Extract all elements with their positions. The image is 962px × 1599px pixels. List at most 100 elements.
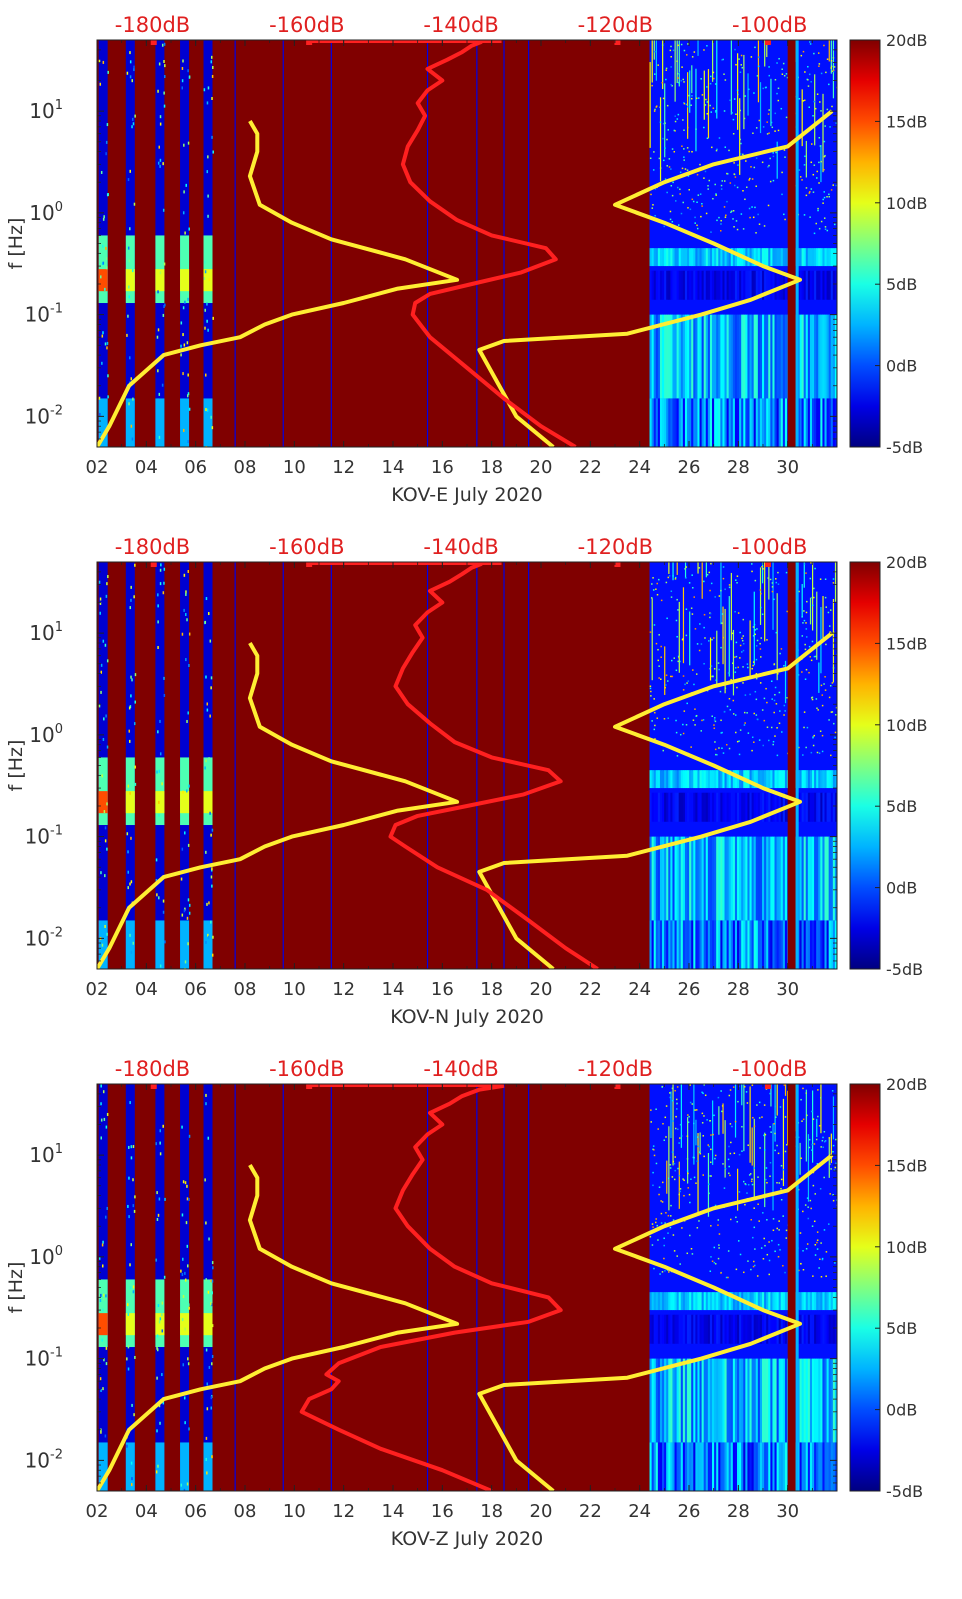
x-tick-label: 08: [234, 979, 257, 1000]
x-tick-label: 04: [135, 979, 158, 1000]
x-tick-label: 20: [530, 457, 553, 478]
spectrogram-chart: 02 04 06 08 10 12 14 16 18 20 22 24 26 28 30 KOV-E July…: [5, 13, 928, 506]
colorbar: [849, 39, 881, 448]
x-tick-label: 14: [382, 1501, 405, 1522]
spectrogram-image: [97, 562, 837, 969]
series-line-nhnm: [477, 631, 834, 969]
x-tick-label: 04: [135, 1501, 158, 1522]
colorbar-tick-label: 10dB: [886, 716, 928, 735]
x-tick-label: 16: [431, 979, 454, 1000]
x-tick-label: 28: [727, 457, 750, 478]
x-tick-label: 28: [727, 979, 750, 1000]
x-tick-label: 02: [86, 1501, 109, 1522]
y-axis-label: f [Hz]: [5, 1262, 27, 1314]
top-axis-db-label: -180dB: [115, 1057, 190, 1081]
top-axis-db-label: -160dB: [269, 535, 344, 559]
x-tick-label: 28: [727, 1501, 750, 1522]
x-tick-label: 26: [678, 457, 701, 478]
series-line-nhnm: [477, 1153, 834, 1491]
x-tick-label: 06: [184, 979, 207, 1000]
x-tick-label: 18: [480, 979, 503, 1000]
x-tick-label: 02: [86, 979, 109, 1000]
x-tick-label: 26: [678, 979, 701, 1000]
y-tick-label: 101: [29, 98, 63, 123]
y-tick-label: 100: [29, 200, 63, 225]
x-tick-label: 14: [382, 979, 405, 1000]
colorbar-tick-label: 10dB: [886, 194, 928, 213]
x-tick-label: 12: [332, 1501, 355, 1522]
y-tick-label: 100: [29, 722, 63, 747]
colorbar-tick-label: 15dB: [886, 1156, 928, 1175]
top-axis-db-label: -160dB: [269, 1057, 344, 1081]
top-axis-db-label: -120dB: [578, 13, 653, 37]
y-tick-label: 10-2: [25, 1447, 63, 1472]
panel-kov-n: 02 04 06 08 10 12 14 16 18 20 22 24 26 28 30 KOV-N July…: [0, 522, 962, 1052]
x-tick-label: 08: [234, 1501, 257, 1522]
spectrogram-chart: 02 04 06 08 10 12 14 16 18 20 22 24 26 28 30 KOV-Z July…: [5, 1057, 928, 1550]
x-tick-label: 24: [628, 457, 651, 478]
colorbar-tick-label: 20dB: [886, 553, 928, 572]
top-axis-db-label: -140dB: [423, 535, 498, 559]
x-axis-label: KOV-N July 2020: [390, 1006, 544, 1028]
x-tick-label: 22: [579, 979, 602, 1000]
y-tick-label: 10-1: [25, 302, 63, 327]
spectrogram-image: [97, 1084, 837, 1491]
colorbar-tick-label: 5dB: [886, 275, 917, 294]
colorbar-tick-label: 0dB: [886, 357, 917, 376]
colorbar-tick-label: 0dB: [886, 879, 917, 898]
colorbar: [849, 561, 881, 970]
x-tick-label: 30: [776, 979, 799, 1000]
x-axis-label: KOV-E July 2020: [391, 484, 542, 506]
top-axis-db-label: -180dB: [115, 13, 190, 37]
x-tick-label: 26: [678, 1501, 701, 1522]
x-tick-label: 24: [628, 979, 651, 1000]
x-tick-label: 30: [776, 457, 799, 478]
x-axis-label: KOV-Z July 2020: [391, 1528, 543, 1550]
x-tick-label: 20: [530, 979, 553, 1000]
series-line-nlnm: [97, 119, 460, 447]
x-tick-label: 12: [332, 979, 355, 1000]
x-tick-label: 06: [184, 1501, 207, 1522]
x-tick-label: 18: [480, 1501, 503, 1522]
colorbar-tick-label: -5dB: [886, 960, 923, 979]
y-tick-label: 10-2: [25, 403, 63, 428]
x-tick-label: 06: [184, 457, 207, 478]
spectrogram-image: [97, 40, 837, 447]
colorbar-tick-label: 5dB: [886, 797, 917, 816]
y-axis-label: f [Hz]: [5, 740, 27, 792]
colorbar-tick-label: 15dB: [886, 634, 928, 653]
x-tick-label: 12: [332, 457, 355, 478]
x-tick-label: 04: [135, 457, 158, 478]
series-line-median-psd: [388, 562, 599, 969]
x-tick-label: 20: [530, 1501, 553, 1522]
series-line-nlnm: [97, 1163, 460, 1491]
y-tick-label: 100: [29, 1244, 63, 1269]
y-axis-label: f [Hz]: [5, 218, 27, 270]
colorbar-tick-label: 5dB: [886, 1319, 917, 1338]
x-tick-label: 16: [431, 1501, 454, 1522]
colorbar-tick-label: 20dB: [886, 1075, 928, 1094]
series-line-median-psd: [400, 40, 577, 447]
x-tick-label: 02: [86, 457, 109, 478]
colorbar-tick-label: 20dB: [886, 31, 928, 50]
top-axis-db-label: -140dB: [423, 13, 498, 37]
series-line-nlnm: [97, 641, 460, 969]
colorbar-tick-label: 0dB: [886, 1401, 917, 1420]
series-line-nhnm: [477, 109, 834, 447]
colorbar-tick-label: 10dB: [886, 1238, 928, 1257]
panel-kov-z: 02 04 06 08 10 12 14 16 18 20 22 24 26 28 30 KOV-Z July…: [0, 1044, 962, 1574]
series-line-median-psd: [299, 1084, 563, 1491]
y-tick-label: 10-1: [25, 1346, 63, 1371]
y-tick-label: 101: [29, 1142, 63, 1167]
top-axis-db-label: -180dB: [115, 535, 190, 559]
x-tick-label: 18: [480, 457, 503, 478]
x-tick-label: 16: [431, 457, 454, 478]
top-axis-db-label: -120dB: [578, 1057, 653, 1081]
x-tick-label: 10: [283, 1501, 306, 1522]
top-axis-db-label: -140dB: [423, 1057, 498, 1081]
y-tick-label: 10-2: [25, 925, 63, 950]
top-axis-db-label: -100dB: [732, 1057, 807, 1081]
top-axis-db-label: -120dB: [578, 535, 653, 559]
x-tick-label: 30: [776, 1501, 799, 1522]
